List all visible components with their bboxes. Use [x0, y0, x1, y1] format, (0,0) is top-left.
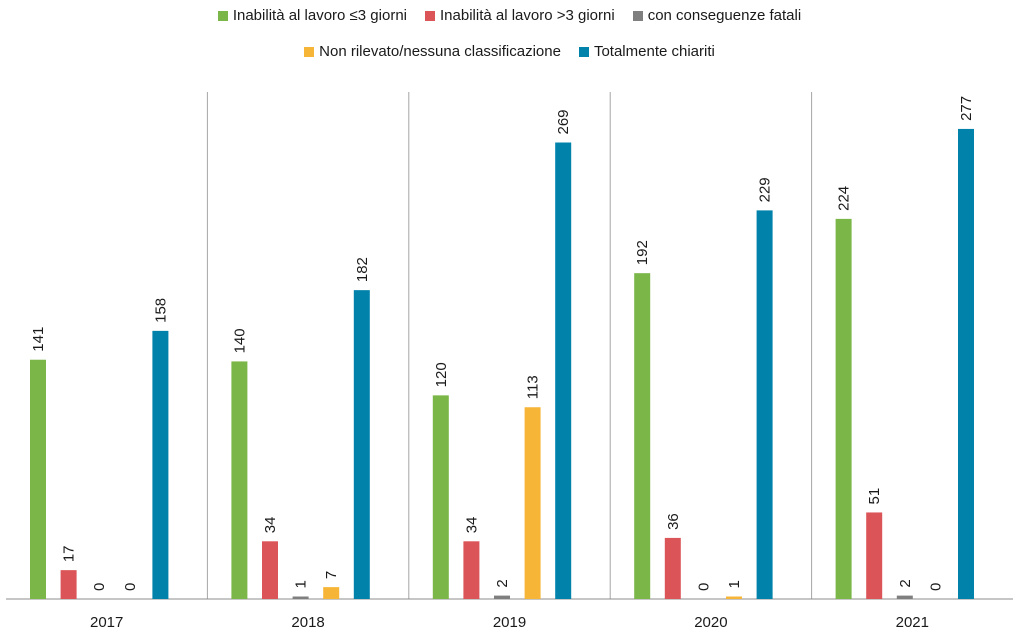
- bar: [524, 407, 541, 599]
- bar: [726, 596, 742, 599]
- legend-item: Non rilevato/nessuna classificazione: [304, 43, 561, 61]
- data-label: 34: [463, 517, 480, 534]
- bar: [152, 330, 169, 599]
- legend-item: Inabilità al lavoro >3 giorni: [425, 7, 615, 25]
- legend-row-1: Inabilità al lavoro ≤3 giorni Inabilità …: [0, 7, 1019, 25]
- data-label: 277: [958, 96, 975, 121]
- legend-row-2: Non rilevato/nessuna classificazione Tot…: [0, 43, 1019, 61]
- bar: [60, 570, 77, 599]
- bar: [323, 587, 340, 599]
- legend-label: Inabilità al lavoro ≤3 giorni: [232, 7, 407, 24]
- bar: [958, 128, 974, 599]
- legend-label: Totalmente chiariti: [593, 43, 715, 60]
- data-label: 269: [555, 109, 572, 134]
- bar: [634, 273, 651, 599]
- bar: [664, 537, 681, 599]
- bar: [494, 595, 510, 599]
- bar: [896, 595, 913, 599]
- legend-swatch-icon: [217, 11, 228, 21]
- data-label: 113: [525, 375, 542, 399]
- x-tick-label: 2019: [493, 614, 526, 631]
- data-label: 0: [927, 583, 944, 591]
- x-tick-label: 2020: [694, 614, 727, 631]
- data-label: 182: [354, 257, 371, 282]
- data-label: 0: [122, 583, 139, 591]
- bar: [555, 142, 572, 599]
- legend-item: Inabilità al lavoro ≤3 giorni: [217, 7, 407, 25]
- data-label: 140: [231, 328, 248, 353]
- legend-swatch-icon: [632, 11, 643, 21]
- legend-swatch-icon: [578, 47, 589, 57]
- data-label: 158: [152, 298, 169, 323]
- legend-swatch-icon: [304, 47, 315, 57]
- legend-item: con conseguenze fatali: [632, 7, 802, 25]
- bar: [231, 361, 248, 599]
- data-label: 34: [262, 517, 279, 534]
- chart-legend: Inabilità al lavoro ≤3 giorni Inabilità …: [0, 0, 1019, 72]
- x-tick-label: 2017: [90, 614, 123, 631]
- data-label: 17: [61, 545, 78, 562]
- data-label: 224: [836, 186, 853, 211]
- bar: [292, 596, 309, 599]
- data-label: 7: [323, 571, 340, 579]
- data-label: 120: [433, 362, 450, 387]
- data-label: 192: [634, 240, 651, 265]
- data-label: 1: [726, 580, 743, 588]
- data-label: 36: [665, 513, 682, 530]
- legend-label: con conseguenze fatali: [647, 7, 802, 24]
- bar: [756, 210, 773, 599]
- x-tick-label: 2021: [896, 614, 929, 631]
- legend-item: Totalmente chiariti: [578, 43, 715, 61]
- bar: [835, 218, 852, 599]
- data-label: 0: [695, 583, 712, 591]
- bar: [262, 541, 278, 599]
- data-label: 2: [494, 579, 511, 587]
- bar: [30, 359, 46, 599]
- bar: [866, 512, 883, 599]
- bar: [463, 541, 480, 599]
- data-label: 2: [897, 579, 914, 587]
- legend-label: Inabilità al lavoro >3 giorni: [440, 7, 615, 24]
- bar: [432, 395, 449, 599]
- x-tick-label: 2018: [291, 614, 324, 631]
- data-label: 1: [293, 580, 310, 588]
- legend-label: Non rilevato/nessuna classificazione: [319, 43, 561, 60]
- data-label: 229: [757, 177, 774, 202]
- bar: [353, 290, 370, 599]
- data-label: 141: [30, 327, 47, 352]
- data-label: 51: [866, 488, 883, 505]
- legend-swatch-icon: [425, 11, 435, 21]
- data-label: 0: [91, 583, 108, 591]
